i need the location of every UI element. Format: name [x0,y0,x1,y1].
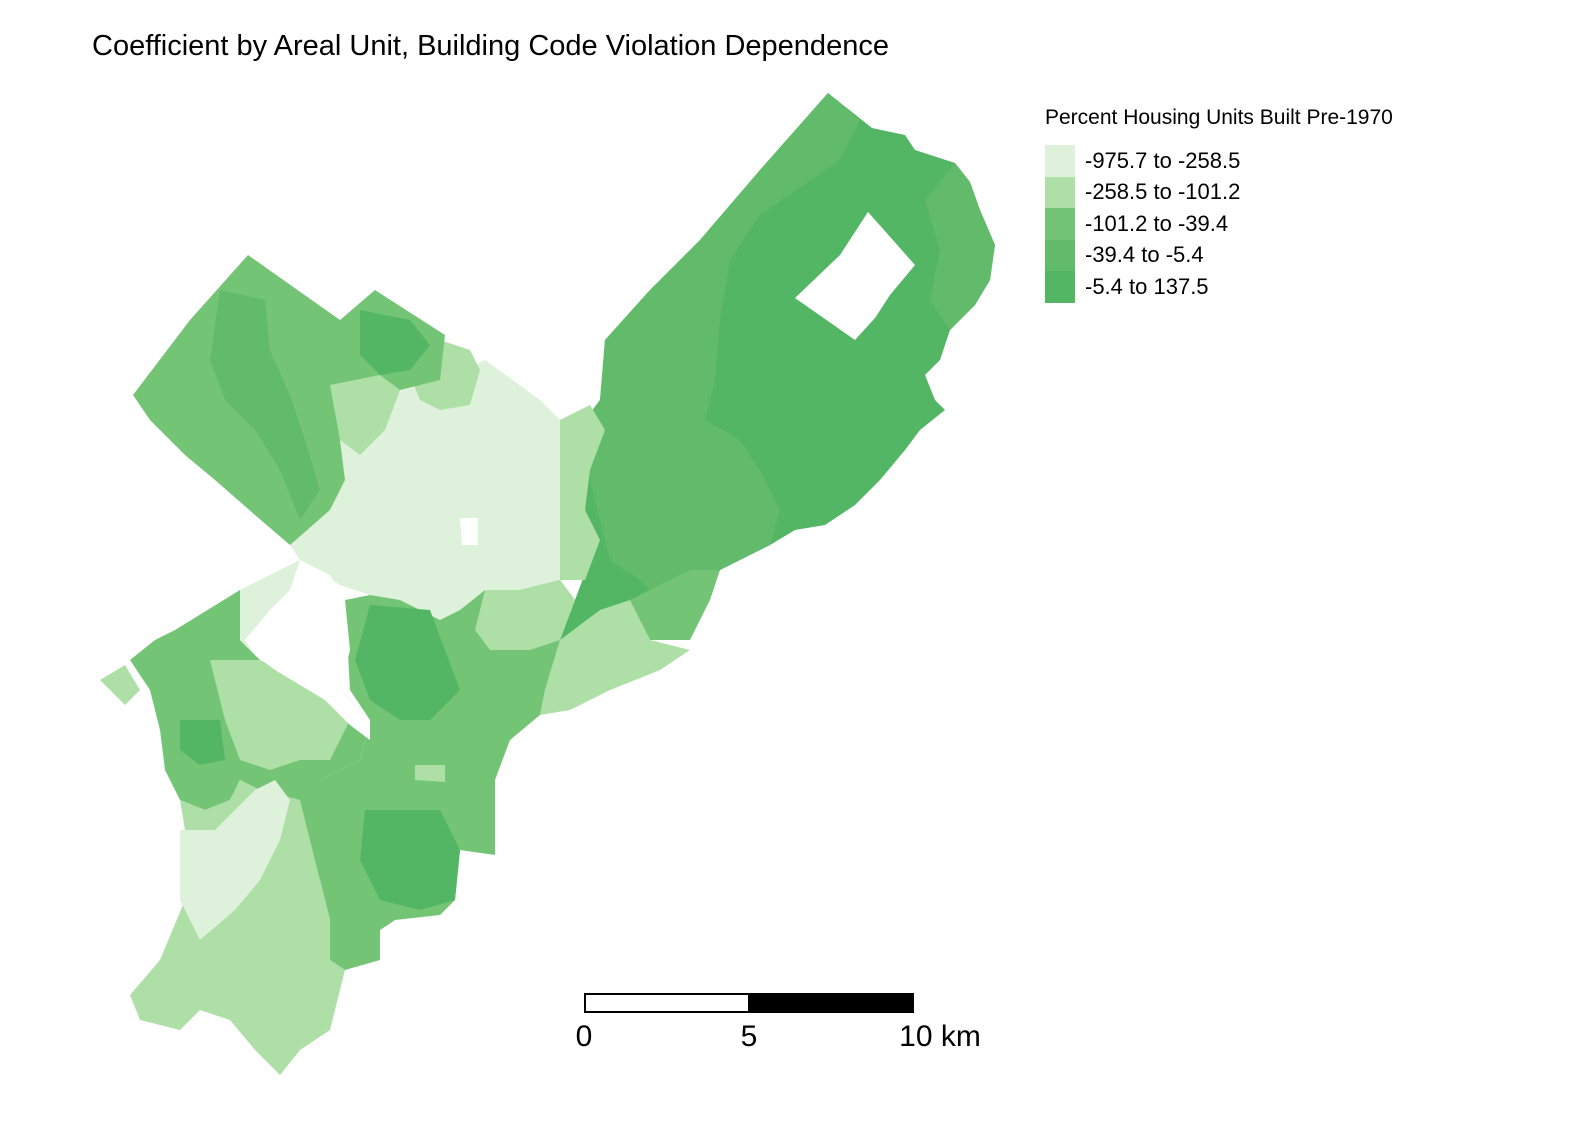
region-delaware-light [540,600,690,715]
region-northeast-mid [585,93,860,600]
legend-item: -39.4 to -5.4 [1045,239,1393,271]
river-gap [245,560,370,740]
legend-label: -975.7 to -258.5 [1085,147,1241,173]
legend-label: -258.5 to -101.2 [1085,179,1241,205]
legend-swatch [1045,271,1075,303]
park-hole [795,212,915,340]
region-west-dark [180,720,225,765]
legend-label: -101.2 to -39.4 [1085,210,1229,236]
legend-item: -975.7 to -258.5 [1045,145,1393,177]
legend-label: -39.4 to -5.4 [1085,242,1204,268]
region-northwest-darker [360,310,430,375]
region-west-light [210,660,350,770]
legend: Percent Housing Units Built Pre-1970 -97… [1045,106,1393,303]
scale-tick-10: 10 km [899,1020,981,1053]
legend-swatch [1045,208,1075,240]
legend-swatch [1045,145,1075,177]
region-south-dark [360,810,460,910]
legend-item: -258.5 to -101.2 [1045,176,1393,208]
region-center-light2 [415,765,445,782]
region-southwest [130,780,345,1075]
region-center-dark [355,605,460,720]
region-northeast-east [925,163,995,330]
scale-bar-white-segment [584,993,750,1013]
region-northwest-light [330,375,400,455]
scale-tick-0: 0 [575,1020,593,1053]
legend-label: -5.4 to 137.5 [1085,273,1209,299]
region-north-light2 [560,405,605,580]
region-west-island [100,665,140,705]
region-northeast-mid2 [630,570,720,640]
scale-bar-black-segment [748,993,914,1013]
map-title: Coefficient by Areal Unit, Building Code… [92,30,889,62]
hole-small [460,518,478,545]
legend-title: Percent Housing Units Built Pre-1970 [1045,106,1393,129]
scale-bar: 0 5 10 km [560,990,1020,1060]
region-center-light [475,580,575,650]
scale-tick-5: 5 [740,1020,758,1053]
legend-items: -975.7 to -258.5 -258.5 to -101.2 -101.2 t… [1045,145,1393,303]
legend-swatch [1045,176,1075,208]
region-northwest-dark [210,290,320,520]
region-southwest-lightest [180,780,290,940]
legend-item: -101.2 to -39.4 [1045,208,1393,240]
legend-swatch [1045,239,1075,271]
legend-item: -5.4 to 137.5 [1045,271,1393,303]
